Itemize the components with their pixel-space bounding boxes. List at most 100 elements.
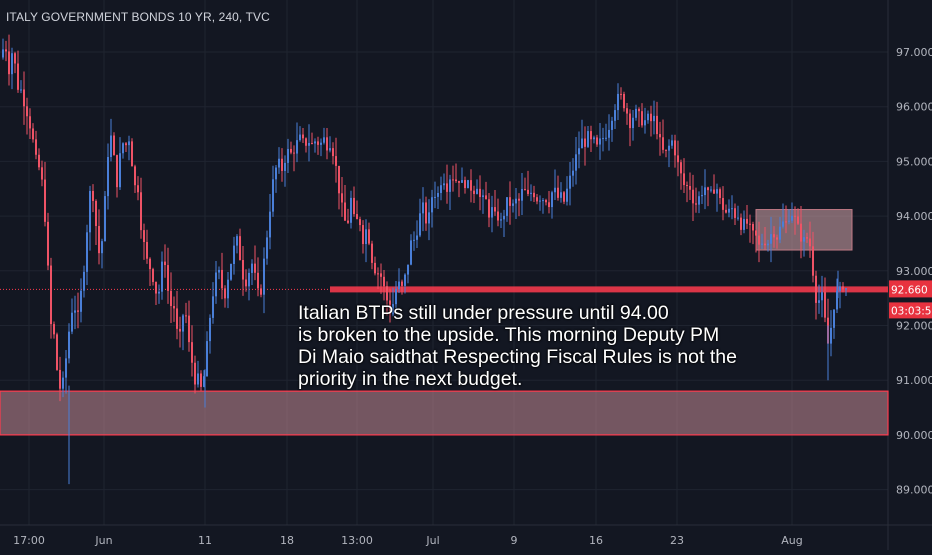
candle-body [173,306,175,309]
candle-body [659,134,661,138]
candle-body [545,200,547,203]
candle-body [317,141,319,145]
candle-body [89,190,91,233]
candle-body [452,179,454,181]
candle-body [383,276,385,287]
candle-body [239,236,241,260]
candle-body [380,273,382,277]
candle-body [56,334,58,370]
y-tick-label: 92.000 [896,320,932,333]
candle-body [197,373,199,385]
candle-body [479,188,481,197]
candle-body [719,189,721,199]
candle-body [44,179,46,222]
candle-body [437,192,439,197]
candle-body [698,196,700,205]
candle-body [215,272,217,297]
candle-body [176,308,178,329]
candle-body [125,143,127,146]
y-tick-label: 96.000 [896,101,932,114]
candle-body [773,234,775,238]
candle-body [587,131,589,147]
price-band-line [330,286,888,293]
candle-body [425,202,427,224]
candle-body [266,237,268,259]
candle-body [230,264,232,280]
candle-body [152,269,154,282]
candle-body [119,153,121,188]
candle-body [338,165,340,194]
candle-body [29,116,31,129]
candle-body [662,137,664,150]
candle-body [560,192,562,198]
candle-body [14,53,16,64]
candle-body [134,166,136,186]
candle-body [722,198,724,210]
candle-body [65,358,67,378]
candle-body [470,180,472,191]
candle-body [374,262,376,274]
candle-body [593,137,595,140]
candle-body [5,49,7,52]
candle-body [398,281,400,290]
candle-body [50,265,52,325]
candle-body [335,156,337,166]
candle-body [770,234,772,244]
candle-body [716,189,718,194]
candle-body [47,221,49,266]
candle-body [563,192,565,202]
candle-body [170,290,172,307]
candle-body [596,137,598,145]
candle-body [314,141,316,144]
candle-body [386,286,388,301]
candle-body [203,376,205,387]
candle-body [20,89,22,91]
candle-body [410,240,412,265]
candle-body [2,49,4,58]
y-tick-label: 95.000 [896,155,932,168]
candle-body [518,198,520,201]
candle-body [740,217,742,230]
candle-body [236,236,238,246]
candle-body [446,183,448,192]
candle-body [68,331,70,359]
candle-body [362,225,364,245]
candle-body [83,271,85,291]
candle-body [728,208,730,213]
candle-body [524,188,526,190]
candle-body [761,243,763,245]
candle-body [704,187,706,196]
candle-body [341,193,343,203]
candle-body [617,93,619,111]
candle-body [146,242,148,259]
candle-body [755,230,757,236]
candle-body [503,215,505,220]
candle-body [371,243,373,263]
candle-body [758,235,760,245]
candle-body [275,167,277,180]
chart-title: ITALY GOVERNMENT BONDS 10 YR, 240, TVC [6,10,270,24]
candle-body [377,273,379,275]
candle-body [464,180,466,189]
candle-body [254,263,256,273]
candle-body [350,197,352,223]
candle-body [269,211,271,238]
candle-body [11,53,13,75]
x-tick-label: Aug [781,534,802,547]
candle-body [809,238,811,247]
candle-body [458,181,460,183]
candle-body [344,202,346,221]
candle-body [113,135,115,156]
candle-body [41,167,43,180]
candle-body [422,202,424,214]
candle-body [461,180,463,183]
candle-body [329,148,331,151]
candle-body [311,142,313,144]
candle-body [530,192,532,194]
x-tick-label: 9 [511,534,518,547]
candle-body [695,203,697,205]
y-tick-label: 97.000 [896,46,932,59]
x-tick-label: 23 [670,534,684,547]
current-price-tag [889,280,932,298]
